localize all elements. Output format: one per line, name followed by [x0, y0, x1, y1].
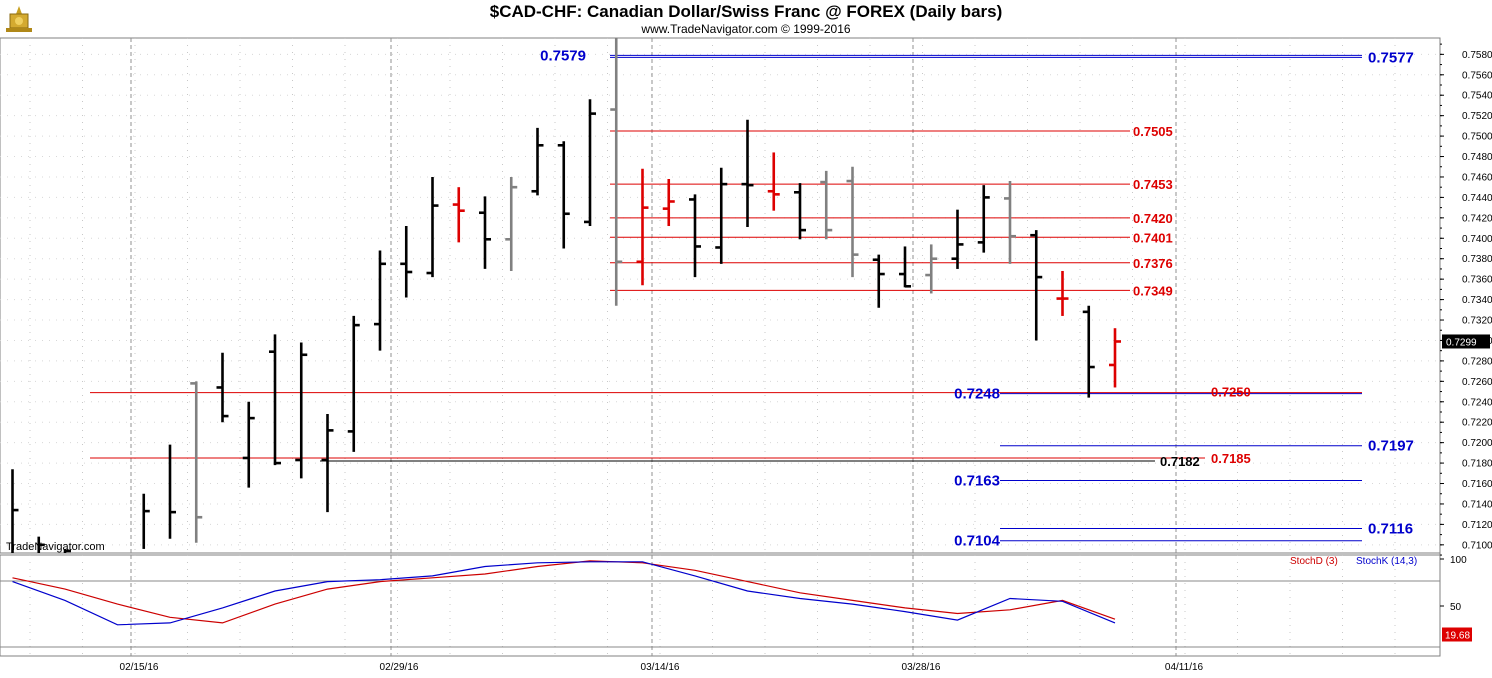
- y-tick-label: 0.7180: [1462, 459, 1492, 470]
- stochd-legend: StochD (3): [1290, 556, 1338, 567]
- y-tick-label: 0.7480: [1462, 152, 1492, 163]
- y-tick-label: 0.7120: [1462, 520, 1492, 531]
- y-tick-label: 0.7400: [1462, 234, 1492, 245]
- y-tick-label: 0.7380: [1462, 254, 1492, 265]
- stochd-line: [12, 560, 1116, 624]
- level-label: 0.7376: [1133, 256, 1173, 271]
- y-tick-label: 0.7460: [1462, 172, 1492, 183]
- price-panel: [0, 37, 1441, 554]
- level-label: 0.7182: [1160, 454, 1200, 469]
- y-tick-label: 0.7520: [1462, 111, 1492, 122]
- stochk-legend: StochK (14,3): [1356, 556, 1418, 567]
- stoch-y-tick-label: 100: [1450, 555, 1467, 566]
- x-tick-label: 02/15/16: [120, 662, 159, 673]
- level-label: 0.7248: [954, 386, 1000, 403]
- level-label: 0.7505: [1133, 124, 1173, 139]
- y-tick-label: 0.7160: [1462, 479, 1492, 490]
- y-tick-label: 0.7280: [1462, 356, 1492, 367]
- y-tick-label: 0.7220: [1462, 418, 1492, 429]
- level-label: 0.7163: [954, 472, 1000, 489]
- level-label: 0.7349: [1133, 283, 1173, 298]
- stoch-value-marker: [1442, 627, 1472, 642]
- chart-title: $CAD-CHF: Canadian Dollar/Swiss Franc @ …: [489, 2, 1003, 21]
- stochk-line: [12, 561, 1116, 626]
- y-tick-label: 0.7420: [1462, 213, 1492, 224]
- last-price-label: 0.7299: [1446, 337, 1477, 348]
- y-tick-label: 0.7580: [1462, 50, 1492, 61]
- y-tick-label: 0.7340: [1462, 295, 1492, 306]
- x-tick-label: 04/11/16: [1165, 662, 1204, 673]
- last-price-marker: [1442, 334, 1490, 349]
- y-tick-label: 0.7260: [1462, 377, 1492, 388]
- watermark: TradeNavigator.com: [6, 541, 105, 553]
- level-label: 0.7104: [954, 533, 1001, 550]
- level-label: 0.7185: [1211, 451, 1251, 466]
- x-tick-label: 03/14/16: [641, 662, 680, 673]
- level-label: 0.7579: [540, 47, 586, 64]
- y-tick-label: 0.7540: [1462, 91, 1492, 102]
- x-tick-label: 02/29/16: [380, 662, 419, 673]
- level-label: 0.7577: [1368, 49, 1414, 66]
- level-label: 0.7401: [1133, 230, 1173, 245]
- stoch-y-tick-label: 50: [1450, 602, 1462, 613]
- logo-icon: [4, 4, 34, 39]
- y-tick-label: 0.7200: [1462, 438, 1492, 449]
- level-label: 0.7116: [1368, 520, 1413, 537]
- level-label: 0.7197: [1368, 438, 1414, 455]
- x-tick-label: 03/28/16: [902, 662, 941, 673]
- y-tick-label: 0.7320: [1462, 316, 1492, 327]
- indicator-panel: [0, 554, 1441, 657]
- level-label: 0.7453: [1133, 177, 1173, 192]
- stoch-value-label: 19.68: [1445, 631, 1470, 642]
- y-tick-label: 0.7360: [1462, 275, 1492, 286]
- y-tick-label: 0.7560: [1462, 70, 1492, 81]
- y-tick-label: 0.7500: [1462, 132, 1492, 143]
- y-tick-label: 0.7140: [1462, 499, 1492, 510]
- y-tick-label: 0.7240: [1462, 397, 1492, 408]
- y-tick-label: 0.7100: [1462, 540, 1492, 551]
- y-tick-label: 0.7440: [1462, 193, 1492, 204]
- level-label: 0.7250: [1211, 385, 1251, 400]
- chart-subtitle: www.TradeNavigator.com © 1999-2016: [641, 22, 851, 36]
- level-label: 0.7420: [1133, 211, 1173, 226]
